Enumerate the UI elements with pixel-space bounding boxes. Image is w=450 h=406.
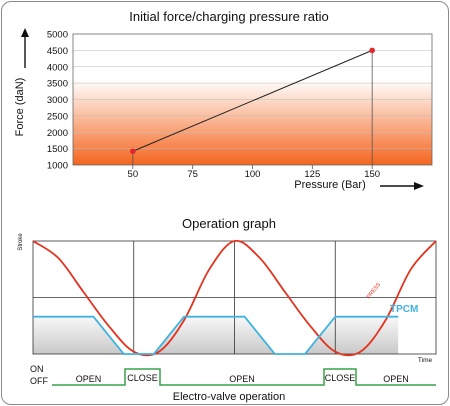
valve-caption: Electro-valve operation <box>173 391 286 403</box>
valve-segment-label: CLOSE <box>127 373 158 383</box>
chart1-y-axis-label: Force (daN) <box>14 78 26 137</box>
chart1-data-point <box>369 47 375 54</box>
valve-signal-line <box>52 368 436 386</box>
chart1-y-tick-label: 2500 <box>47 111 68 122</box>
valve-segment-label: OPEN <box>383 374 409 384</box>
chart1-x-tick-label: 125 <box>304 169 320 180</box>
valve-on-label: ON <box>30 364 44 374</box>
valve-segment-label: OPEN <box>229 374 255 384</box>
chart1-title: Initial force/charging pressure ratio <box>129 9 328 24</box>
chart1-plot-border <box>72 33 433 166</box>
chart1-x-arrow-head <box>414 182 424 190</box>
chart1-y-tick-label: 3500 <box>47 79 68 90</box>
chart1-series-line <box>132 49 373 152</box>
chart2-title: Operation graph <box>182 216 276 231</box>
chart2-x-axis-label: Time <box>418 357 433 364</box>
chart1-x-tick-label: 100 <box>245 169 261 180</box>
tpcm-fill-area <box>33 316 399 354</box>
valve-segment-label: OPEN <box>76 374 102 384</box>
chart1-x-tick-label: 75 <box>187 169 198 180</box>
chart1-y-tick-label: 5000 <box>47 30 68 41</box>
chart1-y-tick-label: 1000 <box>47 161 68 172</box>
valve-off-label: OFF <box>30 376 48 386</box>
valve-segment-label: CLOSE <box>325 373 356 383</box>
chart2-y-axis-label: Stroke <box>18 233 24 251</box>
press-series-line <box>32 239 437 357</box>
chart1-x-axis-label: Pressure (Bar) <box>294 179 366 191</box>
tpcm-series-label: TPCM <box>390 304 418 315</box>
chart1-x-tick-label: 150 <box>364 169 380 180</box>
chart1-y-arrow-head <box>21 28 29 37</box>
chart1-y-tick-label: 4000 <box>47 62 68 73</box>
chart1-y-tick-label: 4500 <box>47 46 68 57</box>
tpcm-series-line <box>33 315 399 355</box>
chart1-y-tick-label: 1500 <box>47 144 68 155</box>
chart1-data-point <box>130 148 136 155</box>
chart1-y-tick-label: 2000 <box>47 128 68 139</box>
chart1-x-tick-label: 50 <box>128 169 139 180</box>
chart1-y-tick-label: 3000 <box>47 95 68 106</box>
